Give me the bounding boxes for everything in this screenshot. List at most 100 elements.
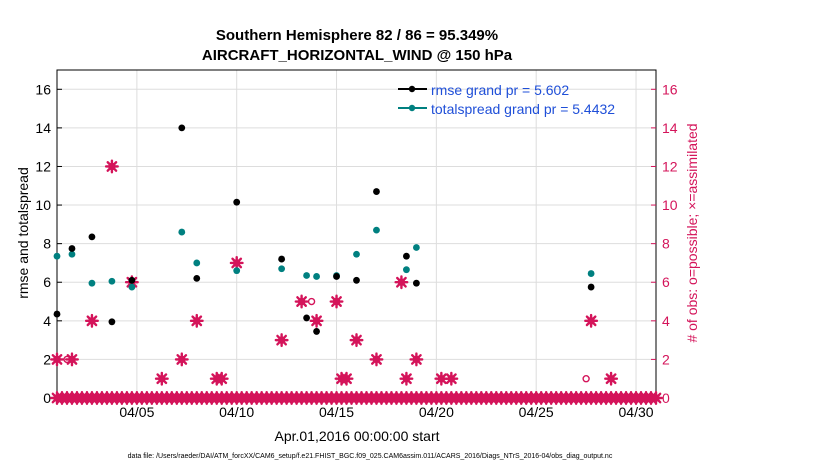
legend-spread-label: totalspread grand pr = 5.4432 [431, 101, 615, 117]
zero-obs-markers [50, 391, 663, 405]
obs-assimilated-marker [294, 294, 309, 309]
totalspread-point [68, 250, 76, 258]
y-tick-label: 0 [43, 390, 51, 406]
y-right-tick-label: 4 [662, 313, 670, 329]
totalspread-point [303, 272, 310, 279]
rmse-point [587, 283, 595, 291]
x-tick-label: 04/05 [119, 404, 154, 420]
obs-assimilated-marker [229, 255, 244, 270]
totalspread-point [108, 277, 116, 285]
totalspread-point [178, 228, 186, 236]
obs-assimilated-marker [339, 371, 354, 386]
y-tick-label: 10 [35, 197, 51, 213]
obs-assimilated-marker [604, 371, 619, 386]
obs-possible-marker [582, 375, 590, 383]
obs-assimilated-marker [174, 352, 189, 367]
x-tick-label: 04/30 [619, 404, 654, 420]
x-axis-label: Apr.01,2016 00:00:00 start [274, 428, 439, 444]
rmse-point [313, 328, 320, 335]
rmse-point [233, 198, 241, 206]
y-tick-label: 4 [43, 313, 51, 329]
y-right-tick-label: 2 [662, 351, 670, 367]
obs-assimilated-marker [444, 371, 459, 386]
obs-possible-markers [53, 162, 615, 383]
rmse-point [128, 276, 136, 284]
rmse-point [413, 279, 420, 287]
obs-assimilated-marker [104, 159, 119, 174]
obs-assimilated-marker [154, 371, 169, 386]
totalspread-point [373, 226, 380, 234]
y-tick-label: 6 [43, 274, 51, 290]
rmse-point [333, 273, 340, 280]
legend-spread-marker [408, 104, 416, 112]
totalspread-point [278, 265, 286, 273]
y-right-tick-label: 16 [662, 81, 678, 97]
x-tick-label: 04/10 [219, 404, 254, 420]
rmse-point [278, 255, 286, 263]
obs-assimilated-marker [309, 313, 324, 328]
totalspread-point [587, 270, 595, 277]
legend: rmse grand pr = 5.602 totalspread grand … [398, 82, 615, 117]
y-tick-label: 2 [43, 351, 51, 367]
data-file-footnote: data file: /Users/raeder/DAI/ATM_forcXX/… [128, 453, 613, 460]
totalspread-point [53, 252, 61, 260]
obs-assimilated-marker [399, 371, 414, 386]
x-tick-label: 04/20 [419, 404, 454, 420]
rmse-point [178, 124, 186, 132]
rmse-markers [53, 124, 595, 335]
y-axis-right-label: # of obs: o=possible; ×=assimilated [684, 123, 700, 342]
obs-assimilated-marker [64, 352, 79, 367]
totalspread-point [313, 273, 320, 280]
y-right-tick-label: 0 [662, 390, 670, 406]
obs-assimilated-marker [409, 352, 424, 367]
totalspread-point [128, 283, 136, 291]
obs-assimilated-marker [274, 333, 289, 348]
obs-assimilated-marker [214, 371, 229, 386]
zero-obs-assimilated-marker [649, 391, 663, 405]
totalspread-point [353, 250, 360, 258]
rmse-point [373, 188, 380, 195]
legend-rmse-label: rmse grand pr = 5.602 [431, 82, 569, 98]
grid-lines [57, 70, 656, 399]
chart-title: Southern Hemisphere 82 / 86 = 95.349% [216, 27, 498, 44]
obs-assimilated-marker [434, 371, 449, 386]
totalspread-point [193, 259, 201, 267]
plot-frame [56, 69, 657, 399]
rmse-point [68, 245, 76, 252]
y-axis-right-ticks: 0 2 4 6 8 10 12 14 16 [651, 81, 678, 406]
y-right-tick-label: 8 [662, 236, 670, 252]
y-tick-label: 14 [35, 120, 51, 136]
y-right-tick-label: 10 [662, 197, 678, 213]
rmse-point [403, 252, 410, 260]
rmse-point [353, 276, 360, 284]
obs-assimilated-markers [50, 159, 619, 386]
totalspread-point [233, 267, 241, 275]
y-tick-label: 16 [35, 81, 51, 97]
obs-assimilated-marker [189, 313, 204, 328]
totalspread-point [413, 244, 420, 251]
obs-assimilated-marker [394, 275, 409, 290]
chart-subtitle: AIRCRAFT_HORIZONTAL_WIND @ 150 hPa [202, 47, 513, 64]
legend-rmse-marker [408, 85, 416, 93]
totalspread-point [403, 266, 410, 274]
obs-assimilated-marker [84, 313, 99, 328]
obs-possible-marker [307, 297, 316, 306]
y-right-tick-label: 12 [662, 158, 678, 174]
obs-assimilated-marker [584, 313, 599, 328]
rmse-point [193, 274, 201, 282]
obs-assimilated-marker [50, 352, 64, 367]
y-axis-label: rmse and totalspread [15, 167, 31, 299]
obs-assimilated-marker [349, 333, 364, 348]
y-axis-left-ticks: 0 2 4 6 8 10 12 14 16 [35, 81, 62, 406]
x-axis-ticks: 04/05 04/10 04/15 04/20 04/25 04/30 [119, 393, 654, 420]
totalspread-point [88, 279, 96, 287]
obs-assimilated-marker [369, 352, 384, 367]
x-tick-label: 04/25 [519, 404, 554, 420]
rmse-point [53, 310, 61, 318]
rmse-point [108, 318, 116, 326]
y-right-tick-label: 14 [662, 120, 678, 136]
x-tick-label: 04/15 [319, 404, 354, 420]
y-right-tick-label: 6 [662, 274, 670, 290]
rmse-point [303, 314, 310, 322]
